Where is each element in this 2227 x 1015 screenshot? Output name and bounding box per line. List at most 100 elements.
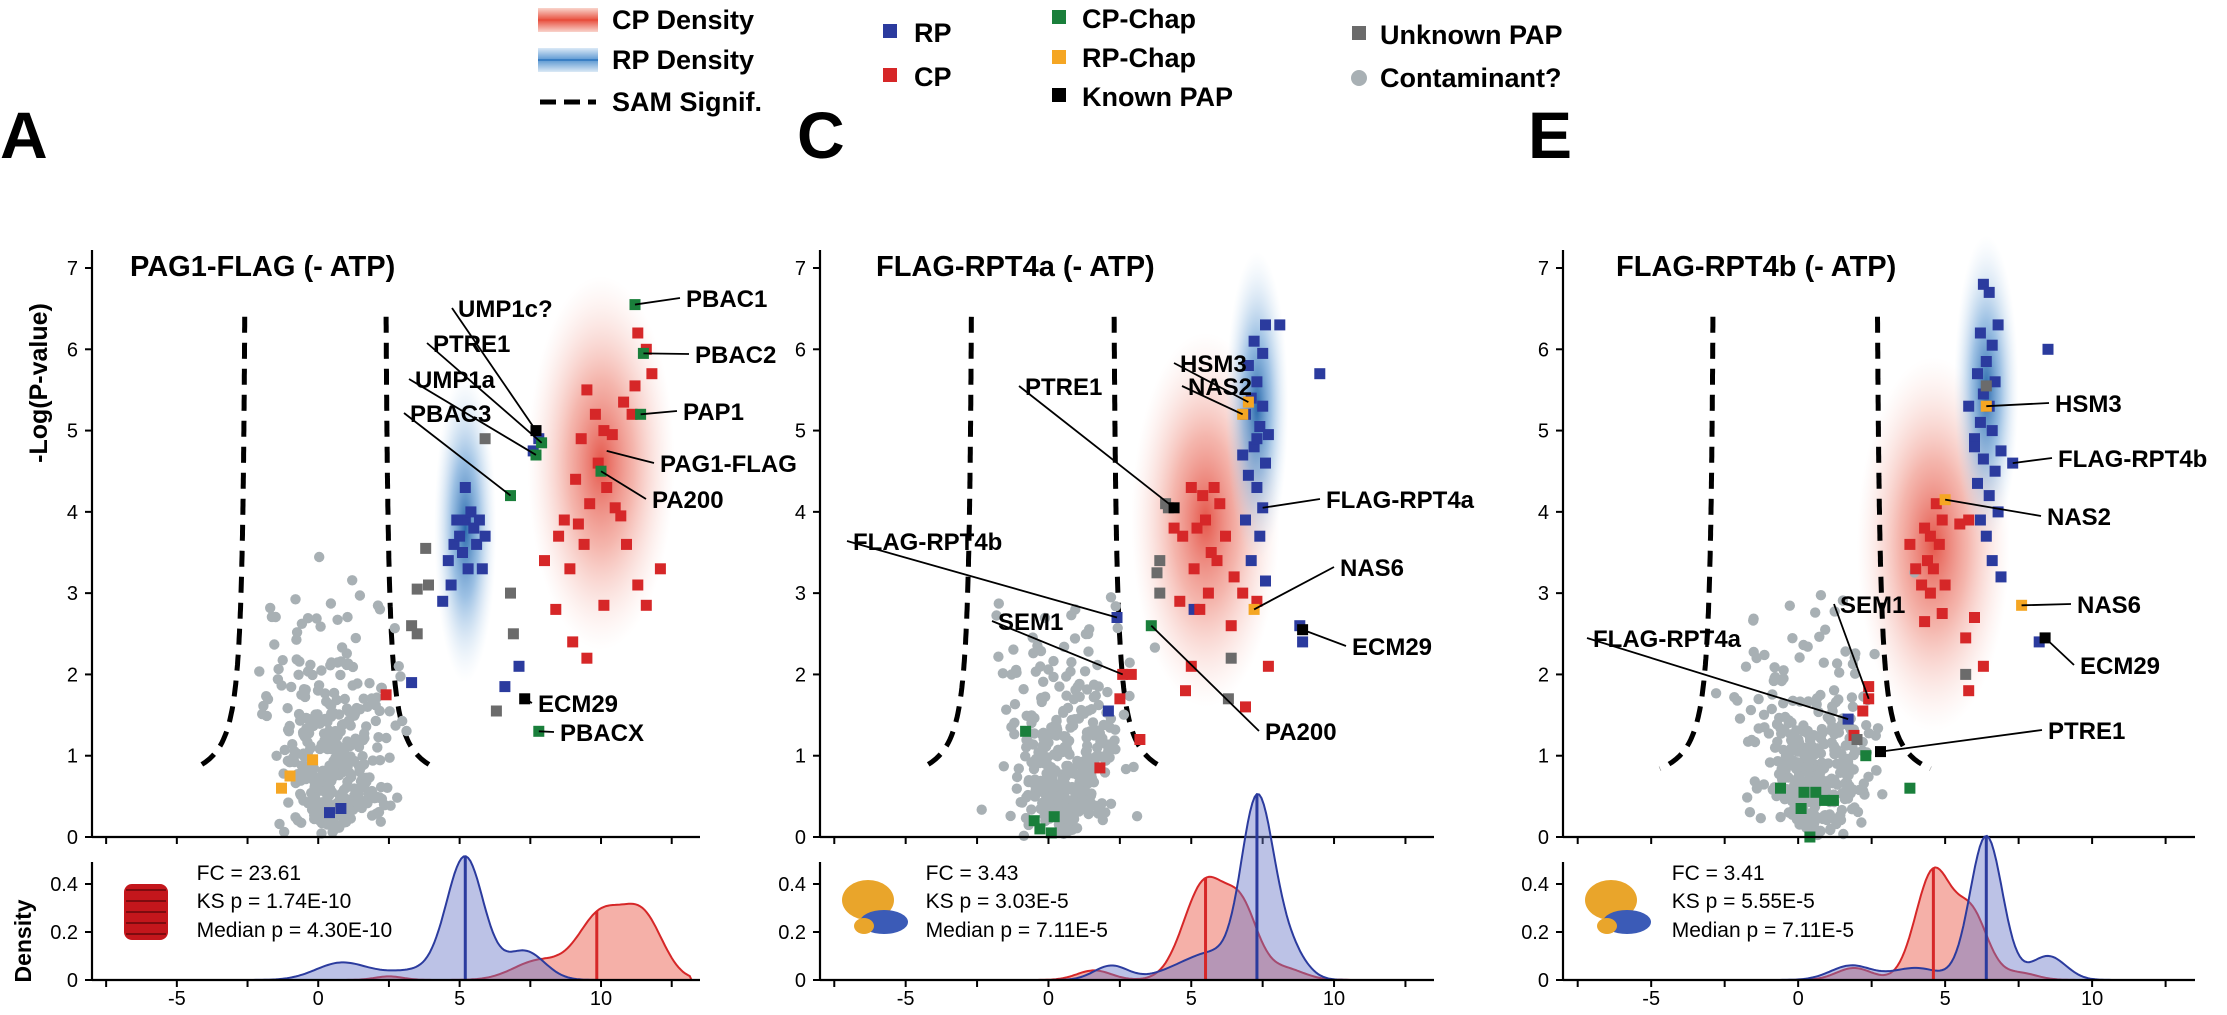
contaminant-point — [1742, 792, 1753, 803]
legend-unknown-pap-marker — [1352, 26, 1366, 40]
point-cp-chap — [1034, 823, 1046, 835]
point-cp — [1857, 705, 1869, 717]
point-cp — [1922, 555, 1933, 567]
contaminant-point — [1062, 702, 1074, 714]
point-rp-chap — [1237, 408, 1249, 420]
contaminant-point — [1831, 658, 1843, 669]
x-tick-label: 5 — [1940, 988, 1951, 1010]
contaminant-point — [1088, 777, 1100, 788]
contaminant-point — [993, 651, 1004, 662]
point-label: NAS2 — [1188, 374, 1252, 401]
point-cp — [606, 429, 618, 441]
sam-curve-right — [1875, 316, 1932, 771]
contaminant-point — [1837, 595, 1849, 606]
point-cp-chap — [1045, 827, 1057, 839]
point-cp-chap — [1827, 794, 1839, 806]
rp-lid-lobe — [854, 918, 874, 934]
contaminant-point — [1835, 814, 1847, 826]
point-rp — [1980, 530, 1992, 542]
panel-flag-rpt4b: E FLAG-RPT4b (- ATP) HSM3 FLAG-RPT4b NAS2 NAS… — [1521, 98, 2207, 1010]
point-cp — [1134, 734, 1146, 745]
stat-median: Median p = 7.11E-5 — [1672, 919, 1854, 942]
point-rp — [457, 547, 468, 558]
label-leader — [634, 297, 681, 306]
point-cp — [629, 380, 641, 392]
point-unknown-pap — [490, 705, 502, 717]
contaminant-point — [1035, 645, 1047, 657]
point-unknown-pap — [1960, 668, 1972, 680]
x-tick-label: 5 — [1186, 988, 1197, 1010]
point-cp — [1205, 547, 1217, 558]
contaminant-point — [1105, 741, 1117, 752]
contaminant-point — [1831, 744, 1842, 755]
contaminant-point — [1755, 813, 1767, 824]
y-tick-label: 1 — [795, 746, 806, 768]
contaminant-point — [308, 798, 319, 809]
y-tick-label: 0 — [67, 827, 78, 849]
contaminant-point — [1870, 765, 1882, 776]
point-cp — [1910, 563, 1922, 575]
contaminant-point — [1758, 709, 1770, 720]
point-label: PAP1 — [683, 399, 744, 426]
contaminant-point — [1828, 685, 1840, 696]
contaminant-point — [1011, 783, 1022, 794]
point-rp — [1977, 388, 1989, 400]
point-label: FLAG-RPT4a — [1326, 487, 1475, 514]
contaminant-point — [308, 763, 320, 774]
contaminant-point — [1075, 769, 1087, 781]
contaminant-point — [334, 789, 345, 801]
density-y-tick-label: 0.2 — [1521, 922, 1549, 944]
contaminant-point — [1061, 808, 1073, 819]
point-cp — [1954, 518, 1966, 530]
contaminant-point — [1046, 722, 1057, 733]
contaminant-point — [1124, 657, 1135, 668]
point-label: UMP1c? — [458, 296, 553, 323]
point-rp — [1963, 400, 1975, 412]
contaminant-point — [315, 621, 326, 632]
contaminant-point — [1128, 761, 1139, 773]
point-cp — [592, 457, 604, 469]
point-unknown-pap — [1222, 693, 1234, 705]
contaminant-point — [332, 614, 343, 625]
legend-rp-label: RP — [914, 18, 952, 48]
contaminant-point — [271, 750, 282, 761]
point-cp-chap — [533, 725, 545, 737]
point-cp — [1936, 608, 1948, 619]
contaminant-point — [1053, 744, 1064, 755]
point-rp — [1251, 433, 1263, 445]
point-rp — [1969, 441, 1980, 453]
stat-ks: KS p = 1.74E-10 — [197, 890, 352, 913]
contaminant-point — [1082, 628, 1094, 640]
contaminant-point — [312, 685, 324, 696]
point-rp — [1240, 514, 1251, 526]
point-cp — [632, 327, 644, 339]
contaminant-point — [282, 703, 293, 714]
contaminant-point — [302, 736, 313, 748]
legend-rp-density-label: RP Density — [612, 45, 754, 75]
contaminant-point — [1011, 771, 1023, 783]
contaminant-point — [1801, 813, 1812, 824]
point-cp — [1933, 538, 1945, 550]
point-rp — [1242, 360, 1254, 371]
point-cp — [1211, 555, 1223, 567]
contaminant-point — [1131, 811, 1143, 822]
contaminant-point — [1833, 694, 1844, 705]
point-rp — [451, 514, 463, 526]
label-leader — [1944, 498, 2042, 517]
sam-curve-left — [918, 316, 974, 771]
point-cp — [581, 652, 593, 664]
contaminant-point — [1088, 692, 1100, 703]
label-leader — [1150, 625, 1260, 732]
point-rp — [462, 563, 474, 575]
contaminant-point — [1749, 776, 1761, 787]
contaminant-point — [345, 720, 356, 731]
point-cp — [1977, 660, 1989, 672]
contaminant-point — [1005, 810, 1016, 822]
contaminant-point — [1856, 817, 1867, 828]
contaminant-point — [265, 602, 276, 614]
point-cp-chap — [637, 347, 649, 359]
point-rp — [1242, 469, 1254, 481]
contaminant-point — [1758, 779, 1770, 790]
point-unknown-pap — [1162, 502, 1174, 514]
label-leader — [451, 307, 537, 432]
